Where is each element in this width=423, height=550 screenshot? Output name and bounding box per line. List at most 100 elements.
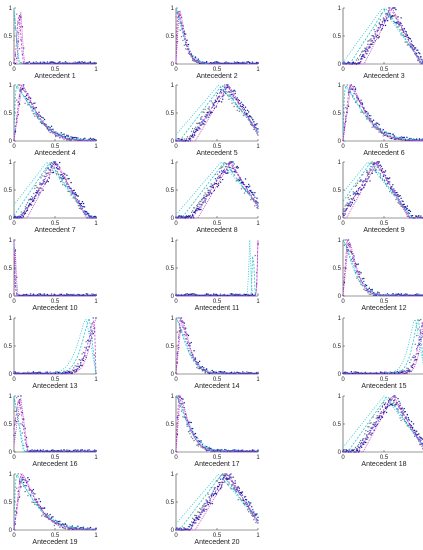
- x-tick-label: 0: [12, 144, 16, 150]
- data-point: [368, 173, 370, 176]
- data-point: [377, 37, 379, 39]
- fitted-curve: [175, 394, 258, 453]
- data-point: [33, 192, 35, 195]
- data-point: [191, 59, 194, 62]
- data-point: [371, 432, 373, 434]
- data-point: [369, 168, 371, 170]
- data-point: [378, 169, 381, 171]
- data-point: [395, 192, 397, 194]
- data-point: [222, 178, 224, 181]
- data-point: [21, 214, 24, 217]
- data-point: [251, 293, 254, 296]
- data-point: [246, 503, 249, 505]
- subplot-label: Antecedent 8: [196, 227, 237, 234]
- data-point: [229, 450, 231, 452]
- data-point: [403, 407, 405, 410]
- data-point: [78, 61, 81, 64]
- data-point: [196, 294, 198, 296]
- data-point: [409, 45, 412, 48]
- x-tick-label: 1: [94, 377, 98, 383]
- data-point: [41, 294, 43, 296]
- data-point: [41, 507, 43, 509]
- data-point: [82, 206, 85, 208]
- data-point: [23, 478, 25, 481]
- data-point: [400, 371, 403, 374]
- data-point: [352, 449, 355, 452]
- x-tick-label: 0.5: [380, 67, 389, 73]
- data-point: [74, 136, 76, 139]
- data-point: [14, 216, 16, 218]
- data-point: [66, 449, 68, 451]
- data-point: [373, 162, 375, 164]
- data-point: [203, 197, 205, 199]
- data-point: [228, 98, 230, 101]
- data-point: [386, 372, 389, 374]
- fitted-curve: [175, 84, 259, 136]
- data-point: [214, 178, 217, 180]
- x-tick-label: 0: [174, 144, 178, 150]
- fitted-curve: [343, 161, 423, 219]
- data-point: [250, 199, 252, 201]
- data-point: [59, 61, 61, 63]
- data-point: [390, 16, 392, 18]
- data-point: [219, 370, 222, 373]
- data-point: [183, 402, 186, 404]
- data-point: [190, 521, 193, 523]
- data-point: [241, 181, 244, 184]
- data-point: [254, 205, 256, 207]
- data-point: [365, 437, 367, 440]
- data-point: [209, 502, 211, 504]
- y-tick-label: 1: [171, 238, 175, 244]
- data-point: [197, 511, 199, 513]
- data-point: [243, 293, 245, 295]
- data-point: [213, 102, 216, 104]
- data-point: [219, 478, 222, 481]
- data-point: [242, 114, 245, 117]
- data-point: [197, 207, 199, 210]
- data-point: [246, 109, 249, 112]
- data-point: [355, 63, 358, 65]
- data-point: [360, 99, 362, 101]
- data-point: [191, 133, 194, 135]
- data-point: [204, 372, 206, 374]
- data-point: [347, 249, 350, 251]
- data-point: [347, 92, 350, 94]
- data-point: [59, 526, 61, 528]
- y-tick-label: 0: [9, 139, 13, 145]
- data-point: [397, 194, 399, 196]
- data-point: [250, 512, 252, 514]
- data-point: [35, 184, 37, 187]
- data-point: [395, 198, 397, 201]
- data-point: [176, 416, 179, 419]
- data-point: [42, 507, 44, 509]
- data-point: [32, 113, 35, 115]
- data-point: [186, 423, 188, 426]
- data-point: [204, 502, 206, 505]
- data-point: [75, 365, 78, 368]
- data-point: [86, 213, 89, 215]
- data-point: [207, 503, 209, 506]
- data-point: [209, 111, 211, 113]
- data-point: [216, 173, 219, 176]
- data-point: [47, 180, 49, 183]
- data-point: [81, 61, 83, 63]
- fitted-curve: [176, 161, 259, 219]
- data-point: [379, 408, 382, 410]
- data-point: [34, 449, 36, 451]
- data-point: [248, 189, 251, 192]
- data-point: [365, 284, 368, 287]
- data-point: [93, 215, 95, 218]
- data-point: [24, 484, 26, 487]
- data-point: [236, 61, 238, 64]
- data-point: [382, 135, 385, 137]
- data-point: [74, 294, 76, 296]
- data-point: [360, 272, 362, 274]
- data-point: [55, 173, 58, 175]
- data-point: [205, 499, 207, 501]
- data-point: [210, 100, 212, 102]
- data-point: [393, 188, 395, 190]
- data-point: [257, 449, 259, 451]
- data-point: [204, 108, 206, 111]
- data-point: [356, 445, 359, 447]
- data-point: [21, 424, 24, 426]
